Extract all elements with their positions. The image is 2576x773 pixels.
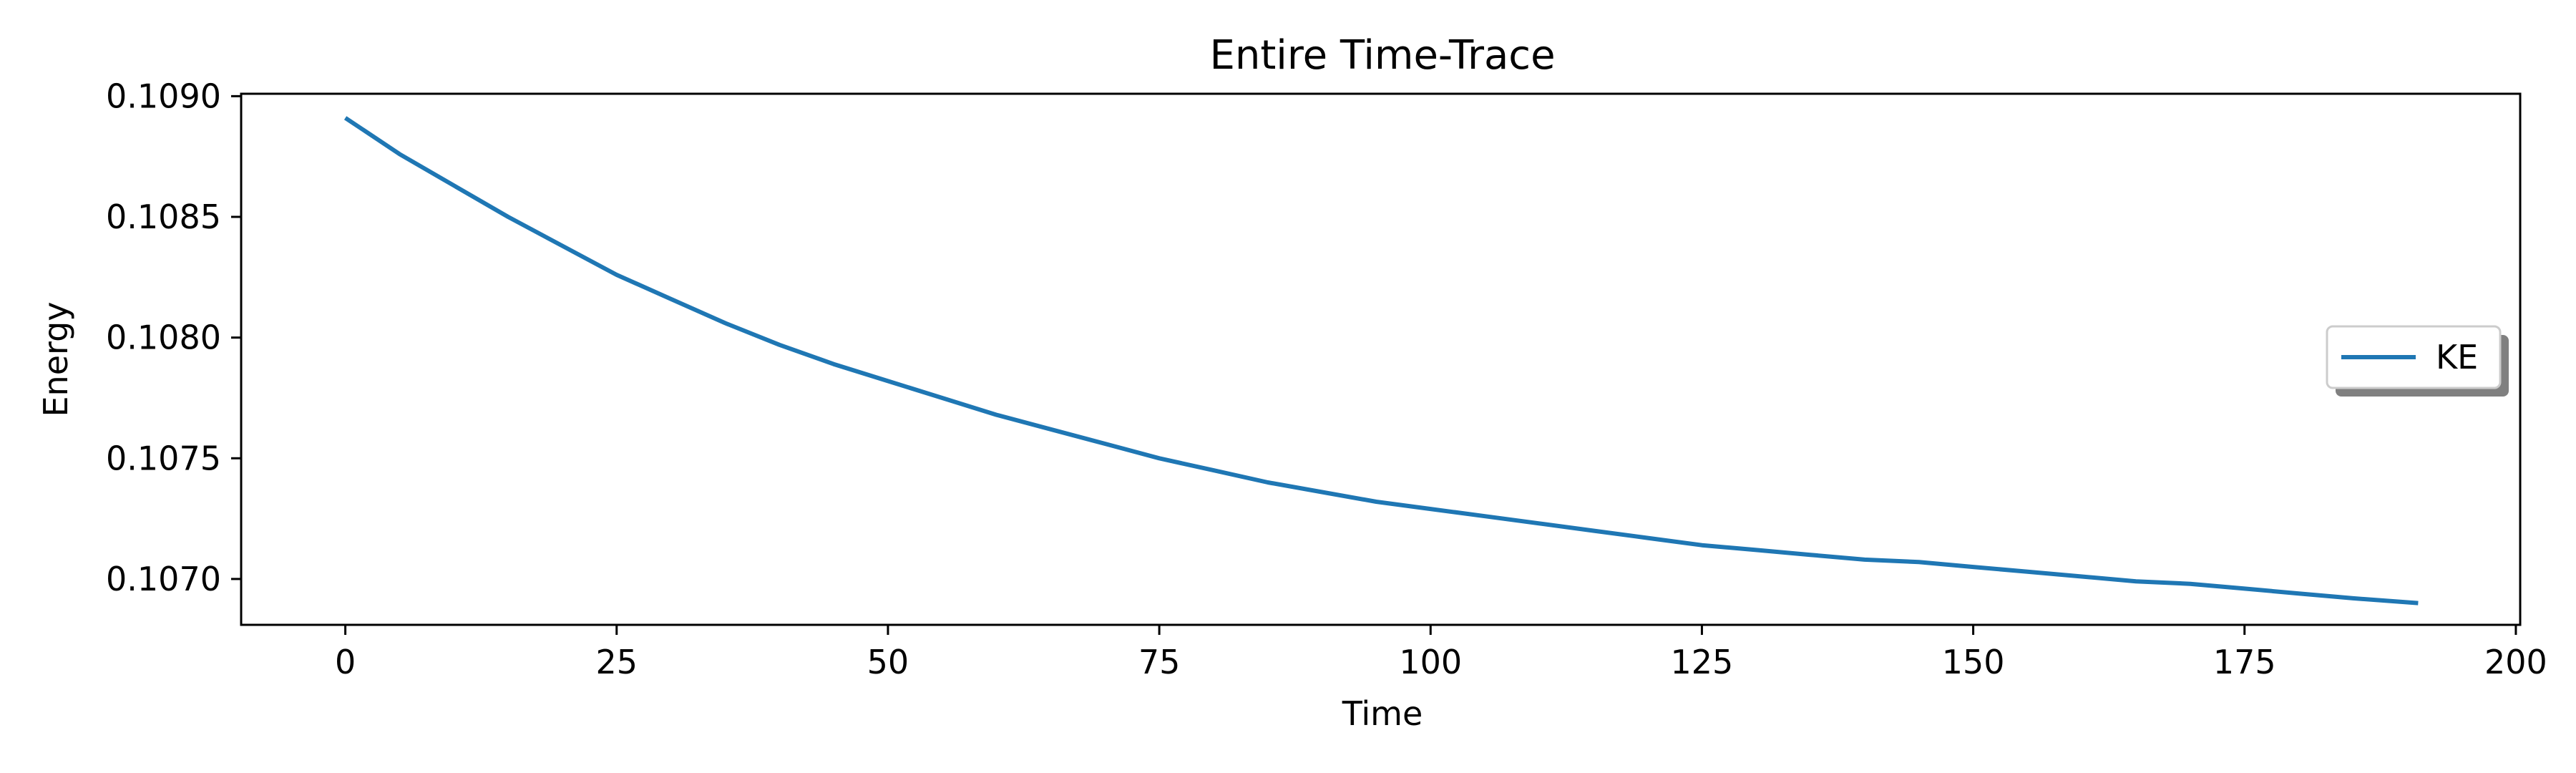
x-tick-label: 125 [1671, 643, 1734, 681]
legend: KE [2326, 325, 2509, 397]
x-tick-label: 25 [595, 643, 638, 681]
y-tick-label: 0.1090 [106, 77, 221, 115]
plot-area [240, 92, 2522, 626]
y-tick-label: 0.1080 [106, 319, 221, 357]
y-tick-label: 0.1085 [106, 198, 221, 236]
y-axis-ticks: 0.1070 0.1075 0.1080 0.1085 0.1090 [106, 77, 241, 598]
x-axis-label: Time [1342, 694, 1423, 733]
series-line-ke [343, 116, 2419, 606]
x-tick-label: 100 [1399, 643, 1462, 681]
x-tick-label: 75 [1138, 643, 1181, 681]
x-tick-label: 50 [867, 643, 909, 681]
legend-label-ke: KE [2436, 338, 2478, 376]
x-tick-label: 150 [1942, 643, 2005, 681]
y-tick-label: 0.1070 [106, 560, 221, 598]
plot-frame [240, 92, 2522, 626]
x-tick-label: 175 [2213, 643, 2276, 681]
x-tick-label: 200 [2484, 643, 2547, 681]
series-layer [343, 116, 2419, 606]
x-tick-label: 0 [335, 643, 356, 681]
chart-title: Entire Time-Trace [1209, 32, 1555, 79]
y-axis-label: Energy [36, 301, 75, 417]
y-tick-label: 0.1075 [106, 439, 221, 477]
x-axis-ticks: 0 25 50 75 100 125 150 175 200 [335, 625, 2547, 681]
